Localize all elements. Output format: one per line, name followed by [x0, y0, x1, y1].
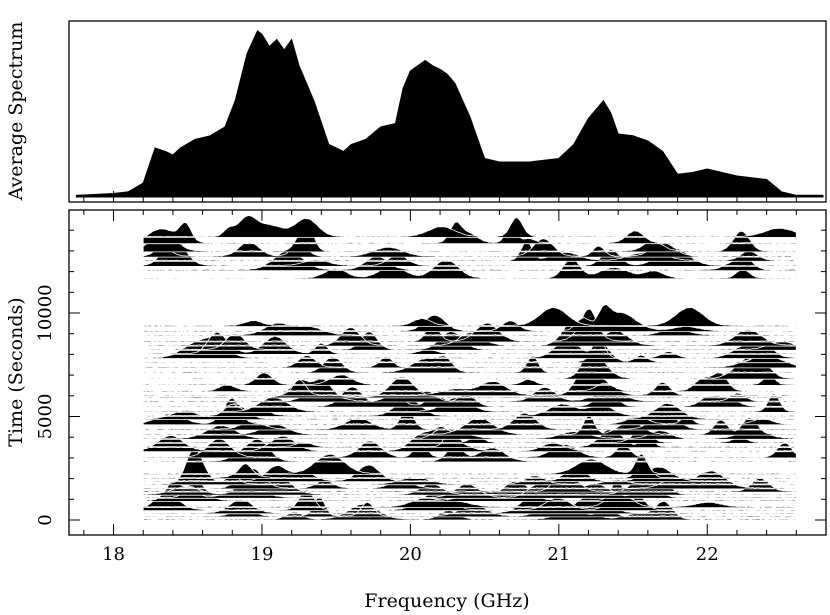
- top-panel-frame: [68, 20, 827, 203]
- scan-trace: [142, 355, 797, 374]
- scan-trace: [142, 320, 797, 347]
- scan-trace: [142, 214, 797, 238]
- scan-trace: [142, 372, 797, 386]
- scan-trace: [142, 493, 797, 515]
- y-tick-label: 10000: [35, 284, 56, 341]
- average-spectrum-area: [75, 30, 824, 198]
- dynamic-spectra-panel: 18 19 20 21 22 0 5000 10000: [35, 191, 827, 565]
- scan-trace: [142, 457, 797, 479]
- top-panel-ylabel: Average Spectrum: [5, 22, 27, 202]
- y-axis-ticks: 0 5000 10000: [35, 229, 826, 526]
- x-tick-label: 18: [102, 544, 125, 565]
- scan-trace: [142, 344, 797, 364]
- scan-trace: [142, 372, 797, 393]
- scan-trace: [142, 475, 797, 493]
- y-axis-label: Time (Seconds): [5, 297, 27, 446]
- scan-trace: [142, 347, 797, 380]
- scan-trace: [142, 500, 797, 521]
- scan-trace: [142, 221, 797, 245]
- x-tick-label: 22: [696, 544, 719, 565]
- scan-trace: [142, 238, 797, 258]
- x-axis-label: Frequency (GHz): [364, 590, 529, 612]
- y-tick-label: 5000: [35, 394, 56, 440]
- scan-traces: [142, 214, 797, 521]
- scan-trace: [142, 306, 797, 327]
- scan-trace: [142, 438, 797, 459]
- scan-trace: [142, 486, 797, 508]
- scan-trace: [142, 258, 797, 280]
- average-spectrum-panel: [68, 20, 827, 203]
- x-tick-label: 21: [547, 544, 570, 565]
- x-tick-label: 20: [399, 544, 422, 565]
- scan-trace: [142, 453, 797, 475]
- x-tick-label: 19: [251, 544, 274, 565]
- y-tick-label: 0: [35, 514, 56, 525]
- bottom-panel-frame: [68, 209, 827, 536]
- x-axis-ticks: 18 19 20 21 22: [83, 191, 797, 565]
- scan-trace: [142, 331, 797, 355]
